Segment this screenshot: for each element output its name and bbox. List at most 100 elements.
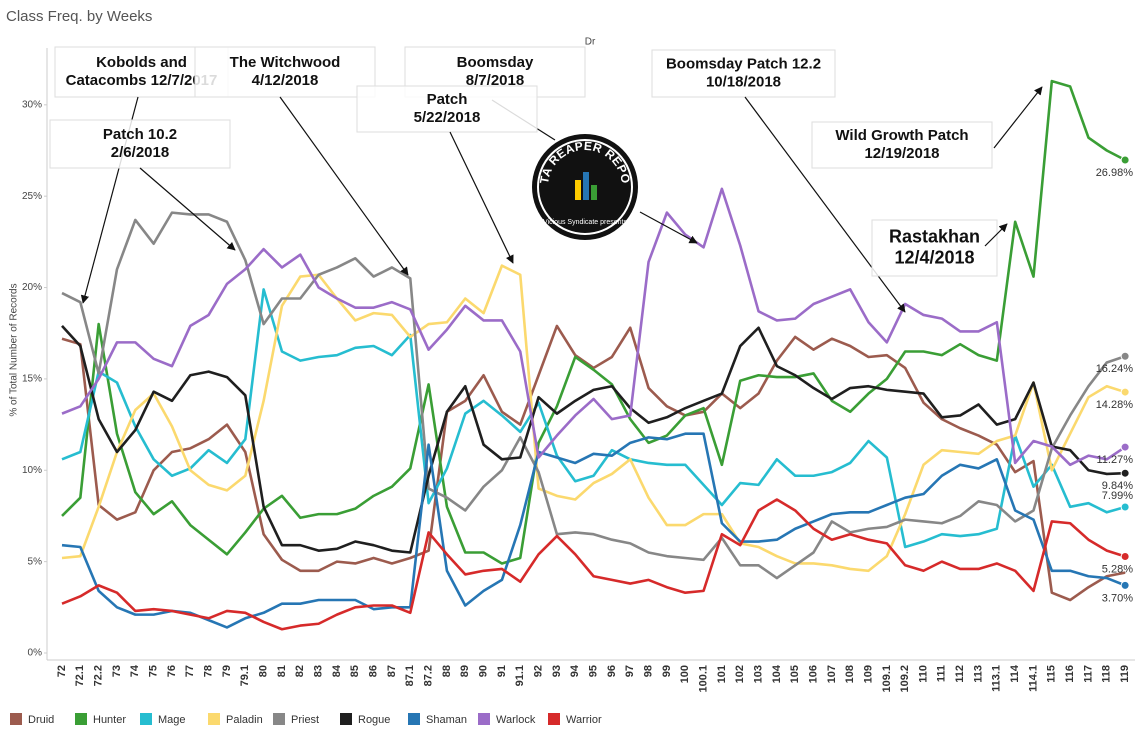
x-tick-label: 88 xyxy=(441,665,453,677)
x-tick-label: 113 xyxy=(972,665,984,683)
x-tick-label: 93 xyxy=(551,665,563,677)
series-line xyxy=(61,264,1126,573)
end-point xyxy=(1120,155,1130,165)
legend-label: Hunter xyxy=(93,714,126,726)
series-line xyxy=(61,325,1126,554)
x-tick-label: 72.2 xyxy=(93,665,105,686)
x-tick-label: 119 xyxy=(1119,665,1131,683)
legend-swatch xyxy=(75,713,87,725)
annotation-text: Boomsday xyxy=(457,54,534,71)
x-tick-label: 116 xyxy=(1064,665,1076,683)
legend-label: Priest xyxy=(291,714,319,726)
legend-swatch xyxy=(548,713,560,725)
end-point xyxy=(1120,502,1130,512)
annotation-text: Rastakhan xyxy=(889,226,980,246)
x-tick-label: 90 xyxy=(477,665,489,677)
y-axis-label: % of Total Number of Records xyxy=(9,283,20,416)
x-tick-label: 114.1 xyxy=(1027,665,1039,692)
logo-ring xyxy=(537,139,633,235)
x-tick-label: 103 xyxy=(752,665,764,683)
x-tick-label: 74 xyxy=(129,664,141,677)
x-tick-label: 107 xyxy=(826,665,838,683)
legend-label: Warlock xyxy=(496,714,536,726)
annotation-text: Patch xyxy=(427,91,468,108)
x-tick-label: 73 xyxy=(111,665,123,677)
annotation-text: 10/18/2018 xyxy=(706,73,781,90)
x-tick-label: 94 xyxy=(569,664,581,677)
x-tick-label: 108 xyxy=(844,665,856,683)
x-tick-label: 80 xyxy=(258,665,270,677)
series-line xyxy=(61,79,1126,565)
x-tick-label: 72.1 xyxy=(74,665,86,686)
x-tick-label: 118 xyxy=(1101,665,1113,683)
x-tick-label: 102 xyxy=(734,665,746,683)
x-tick-label: 97 xyxy=(624,665,636,677)
x-tick-label: 101 xyxy=(716,665,728,683)
series-line xyxy=(61,288,1126,549)
x-tick-label: 76 xyxy=(166,665,178,677)
x-tick-label: 117 xyxy=(1082,665,1094,683)
x-tick-label: 113.1 xyxy=(991,665,1003,692)
x-tick-label: 91 xyxy=(496,665,508,677)
x-tick-label: 114 xyxy=(1009,664,1021,683)
x-tick-label: 87.1 xyxy=(404,665,416,686)
y-tick-label: 25% xyxy=(22,191,42,202)
x-tick-label: 82 xyxy=(294,665,306,677)
annotation-text: Patch 10.2 xyxy=(103,126,177,143)
x-tick-label: 100.1 xyxy=(697,665,709,693)
annotation-text: 4/12/2018 xyxy=(252,72,319,89)
annotation-box xyxy=(811,121,993,169)
annotation-text: The Witchwood xyxy=(230,54,341,71)
end-point xyxy=(1120,351,1130,361)
x-tick-label: 115 xyxy=(1046,665,1058,683)
end-label: 9.84% xyxy=(1102,480,1133,492)
annotation-arrow xyxy=(139,167,236,251)
x-tick-label: 79 xyxy=(221,665,233,677)
logo-bar xyxy=(591,185,597,200)
y-tick-label: 0% xyxy=(28,648,43,659)
y-tick-label: 15% xyxy=(22,374,42,385)
x-tick-label: 81 xyxy=(276,665,288,677)
legend-label: Rogue xyxy=(358,714,390,726)
top-label: Dr xyxy=(585,37,596,48)
y-tick-label: 5% xyxy=(28,556,43,567)
series-line xyxy=(61,211,1126,580)
annotation-box xyxy=(356,85,538,133)
x-tick-label: 79.1 xyxy=(239,665,251,686)
x-tick-label: 99 xyxy=(661,665,673,677)
x-tick-label: 109 xyxy=(862,665,874,683)
x-tick-label: 105 xyxy=(789,665,801,683)
end-point xyxy=(1120,387,1130,397)
legend-swatch xyxy=(208,713,220,725)
legend-swatch xyxy=(273,713,285,725)
x-tick-label: 100 xyxy=(679,665,691,683)
x-tick-label: 92 xyxy=(532,665,544,677)
x-tick-label: 109.2 xyxy=(899,665,911,693)
x-tick-label: 98 xyxy=(642,665,654,677)
end-label: 16.24% xyxy=(1096,363,1134,375)
annotation-text: 2/6/2018 xyxy=(111,144,169,161)
series-line xyxy=(61,187,1126,467)
end-label: 26.98% xyxy=(1096,167,1134,179)
x-tick-label: 87 xyxy=(386,665,398,677)
chart-title: Class Freq. by Weeks xyxy=(6,8,152,25)
x-tick-label: 111 xyxy=(936,665,948,682)
y-tick-label: 20% xyxy=(22,282,42,293)
x-tick-label: 95 xyxy=(587,665,599,677)
series-line xyxy=(61,498,1126,631)
legend-swatch xyxy=(140,713,152,725)
end-point xyxy=(1120,468,1130,478)
legend-label: Mage xyxy=(158,714,186,726)
series-line xyxy=(61,324,1126,602)
annotation-text: Kobolds and xyxy=(96,54,187,71)
logo-bar xyxy=(583,172,589,200)
annotation-text: 12/19/2018 xyxy=(864,145,939,162)
annotation-text: Catacombs 12/7/2017 xyxy=(66,72,218,89)
x-tick-label: 78 xyxy=(203,665,215,677)
end-label: 5.28% xyxy=(1102,563,1133,575)
annotation-text: Boomsday Patch 12.2 xyxy=(666,55,821,72)
legend-label: Paladin xyxy=(226,714,263,726)
y-tick-label: 30% xyxy=(22,99,42,110)
logo-bar xyxy=(575,180,581,200)
